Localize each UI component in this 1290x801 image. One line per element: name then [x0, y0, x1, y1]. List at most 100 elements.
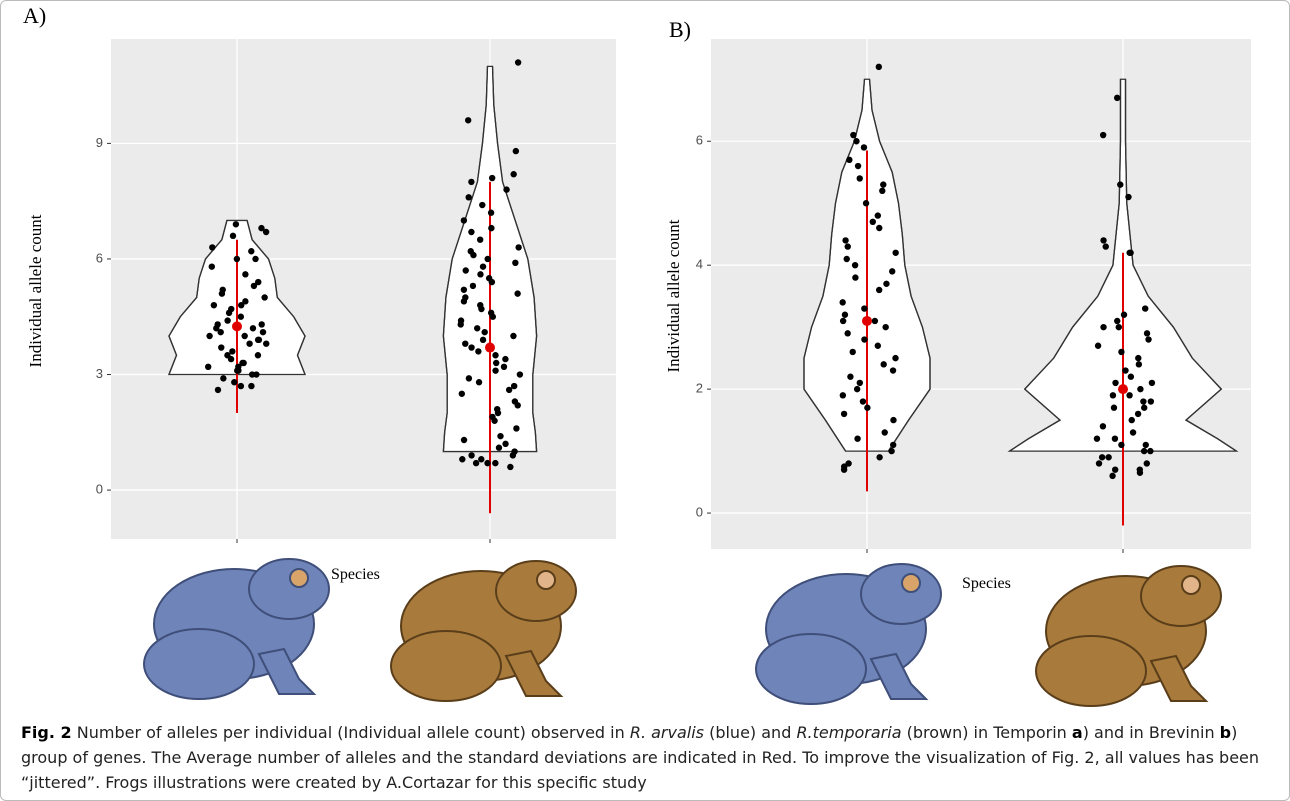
- data-point: [486, 275, 492, 281]
- data-point: [880, 361, 886, 367]
- data-point: [241, 333, 247, 339]
- data-point: [1095, 343, 1101, 349]
- data-point: [1128, 374, 1134, 380]
- data-point: [461, 287, 467, 293]
- data-point: [1100, 132, 1106, 138]
- data-point: [853, 138, 859, 144]
- data-point: [489, 175, 495, 181]
- data-point: [882, 324, 888, 330]
- data-point: [496, 445, 502, 451]
- frog-blue-b: [756, 564, 941, 704]
- data-point: [1114, 95, 1120, 101]
- data-point: [847, 374, 853, 380]
- data-point: [882, 429, 888, 435]
- data-point: [1142, 305, 1148, 311]
- y-tick-label: 0: [696, 504, 703, 519]
- data-point: [1122, 367, 1128, 373]
- data-point: [1112, 466, 1118, 472]
- caption: Fig. 2 Number of alleles per individual …: [21, 720, 1271, 795]
- data-point: [242, 271, 248, 277]
- x-axis-label: Species: [962, 575, 1011, 592]
- data-point: [839, 299, 845, 305]
- data-point: [252, 256, 258, 262]
- data-point: [466, 375, 472, 381]
- data-point: [861, 305, 867, 311]
- data-point: [517, 371, 523, 377]
- caption-text: (brown) in Temporin: [902, 723, 1072, 742]
- data-point: [482, 329, 488, 335]
- data-point: [229, 348, 235, 354]
- data-point: [1140, 398, 1146, 404]
- data-point: [840, 318, 846, 324]
- caption-text: ) and in Brevinin: [1083, 723, 1220, 742]
- data-point: [1149, 380, 1155, 386]
- data-point: [234, 256, 240, 262]
- data-point: [473, 460, 479, 466]
- data-point: [255, 279, 261, 285]
- y-tick-label: 6: [96, 250, 103, 265]
- data-point: [255, 337, 261, 343]
- caption-text: (blue) and: [704, 723, 796, 742]
- caption-panel: a: [1072, 723, 1083, 742]
- data-point: [480, 337, 486, 343]
- data-point: [231, 379, 237, 385]
- data-point: [220, 375, 226, 381]
- data-point: [879, 188, 885, 194]
- data-point: [1103, 243, 1109, 249]
- data-point: [1144, 460, 1150, 466]
- chart: A) B) Individual allele count Individual…: [1, 1, 1290, 716]
- data-point: [852, 274, 858, 280]
- data-point: [476, 379, 482, 385]
- frog-brown-b: [1036, 566, 1221, 706]
- data-point: [857, 175, 863, 181]
- data-point: [1141, 448, 1147, 454]
- frog-brown-a: [391, 561, 576, 701]
- caption-species: R.temporaria: [796, 723, 901, 742]
- data-point: [1100, 423, 1106, 429]
- data-point: [1136, 361, 1142, 367]
- data-point: [876, 287, 882, 293]
- data-point: [845, 243, 851, 249]
- data-point: [1126, 392, 1132, 398]
- data-point: [1118, 442, 1124, 448]
- y-axis-label: Individual allele count: [26, 214, 45, 367]
- y-tick-label: 2: [696, 381, 703, 396]
- data-point: [246, 340, 252, 346]
- data-point: [492, 352, 498, 358]
- data-point: [1121, 312, 1127, 318]
- data-point: [1147, 448, 1153, 454]
- data-point: [841, 463, 847, 469]
- data-point: [864, 405, 870, 411]
- data-point: [883, 281, 889, 287]
- data-point: [1135, 355, 1141, 361]
- data-point: [224, 317, 230, 323]
- data-point: [1112, 380, 1118, 386]
- data-point: [1094, 435, 1100, 441]
- data-point: [1141, 405, 1147, 411]
- data-point: [474, 325, 480, 331]
- data-point: [1144, 330, 1150, 336]
- data-point: [209, 244, 215, 250]
- data-point: [502, 356, 508, 362]
- y-tick-label: 3: [96, 366, 103, 381]
- mean-point: [485, 343, 495, 353]
- data-point: [250, 325, 256, 331]
- data-point: [501, 364, 507, 370]
- x-axis-label: Species: [331, 566, 380, 583]
- data-point: [844, 330, 850, 336]
- data-point: [258, 225, 264, 231]
- data-point: [854, 435, 860, 441]
- data-point: [863, 200, 869, 206]
- data-point: [480, 263, 486, 269]
- data-point: [510, 333, 516, 339]
- caption-species: R. arvalis: [630, 723, 704, 742]
- data-point: [206, 333, 212, 339]
- data-point: [512, 398, 518, 404]
- data-point: [892, 250, 898, 256]
- data-point: [846, 157, 852, 163]
- y-tick-label: 0: [96, 482, 103, 497]
- data-point: [461, 437, 467, 443]
- data-point: [475, 348, 481, 354]
- data-point: [492, 460, 498, 466]
- data-point: [1117, 181, 1123, 187]
